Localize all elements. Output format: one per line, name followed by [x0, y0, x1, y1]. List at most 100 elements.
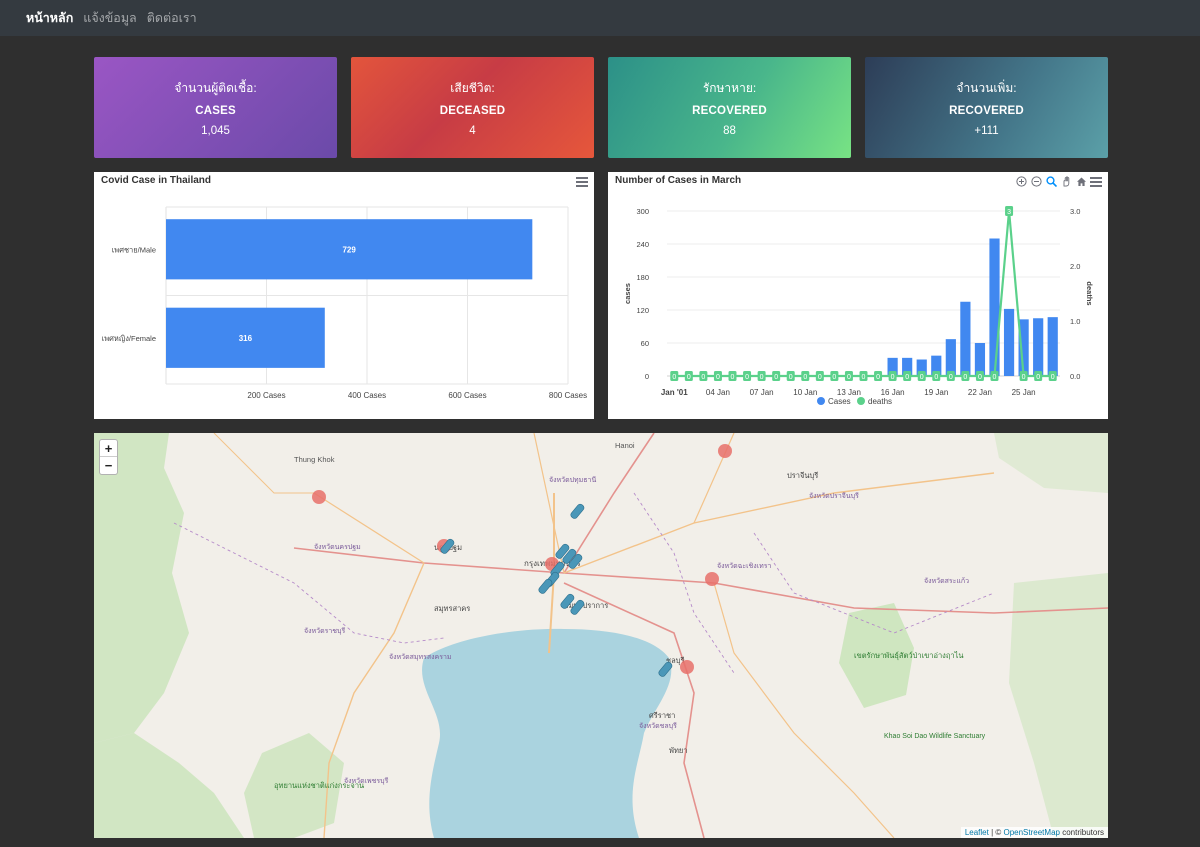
deaths-data-label-box: [801, 371, 810, 381]
card-value: 4: [469, 124, 476, 137]
cases-map[interactable]: Thung Khok Hanoi จังหวัดปทุมธานี กรุงเทพ…: [94, 433, 1108, 838]
svg-text:พัทยา: พัทยา: [669, 746, 688, 755]
category-label: เพศชาย/Male: [112, 245, 156, 254]
deaths-data-label-box: [815, 371, 824, 381]
stat-card-cases: จำนวนผู้ติดเชื้อ: CASES 1,045: [94, 57, 337, 158]
nav-item-home[interactable]: หน้าหลัก: [26, 11, 74, 25]
svg-text:จังหวัดเพชรบุรี: จังหวัดเพชรบุรี: [344, 777, 389, 785]
y-right-axis-label: deaths: [1085, 281, 1094, 305]
svg-text:ปราจีนบุรี: ปราจีนบุรี: [787, 471, 818, 480]
cases-bar: [1018, 319, 1029, 376]
reset-home-icon[interactable]: [1075, 175, 1087, 187]
chart-menu-icon[interactable]: [1090, 177, 1102, 187]
svg-text:จังหวัดนครปฐม: จังหวัดนครปฐม: [314, 543, 361, 551]
x-tick-label: 22 Jan: [968, 388, 992, 397]
deaths-data-label: 0: [978, 374, 982, 381]
cases-bar: [960, 301, 971, 376]
stat-card-recovered: รักษาหาย: RECOVERED 88: [608, 57, 851, 158]
forest-area: [94, 733, 244, 838]
bar: [166, 219, 533, 280]
card-title: CASES: [195, 104, 236, 117]
legend-label: deaths: [868, 397, 892, 406]
deaths-data-label-box: [1034, 371, 1043, 381]
cases-bar: [1003, 308, 1015, 376]
y-right-tick-label: 3.0: [1070, 207, 1080, 216]
card-title: RECOVERED: [949, 104, 1024, 117]
deaths-data-label-box: [903, 371, 912, 381]
bar-data-label: 316: [239, 334, 253, 343]
chart-title: Number of Cases in March: [615, 175, 742, 186]
deaths-data-label: 0: [672, 374, 676, 381]
forest-area: [244, 733, 344, 838]
deaths-data-label: 0: [701, 374, 705, 381]
deaths-data-label: 0: [803, 374, 807, 381]
svg-text:สมุทรปราการ: สมุทรปราการ: [564, 601, 608, 610]
x-tick-label: 10 Jan: [793, 388, 817, 397]
map-zoom-control: + −: [99, 439, 118, 475]
zoom-out-button[interactable]: −: [104, 458, 113, 473]
deaths-data-label: 0: [847, 374, 851, 381]
card-label: รักษาหาย:: [702, 80, 757, 95]
map-marker: [680, 660, 694, 674]
deaths-data-label-box: [830, 371, 839, 381]
deaths-data-label-box: [786, 371, 795, 381]
card-label: เสียชีวิต:: [450, 80, 495, 95]
deaths-data-label-box: [699, 371, 708, 381]
march-cases-chart-panel: Number of Cases in March 0 60 120 180 240 300…: [608, 172, 1108, 419]
deaths-data-label: 3: [1007, 209, 1011, 216]
map-attribution: Leaflet | © OpenStreetMap contributors: [960, 827, 1108, 838]
zoom-in-button[interactable]: +: [100, 440, 117, 457]
svg-text:Khao Soi Dao Wildlife Sanctuar: Khao Soi Dao Wildlife Sanctuary: [884, 733, 986, 740]
selection-zoom-icon[interactable]: [1045, 175, 1057, 187]
chart-menu-icon[interactable]: [576, 177, 588, 187]
legend-marker: [817, 397, 825, 405]
y-right-tick-label: 0.0: [1070, 372, 1080, 381]
x-tick-label: 200 Cases: [247, 391, 285, 400]
y-left-tick-label: 0: [645, 372, 649, 381]
gender-chart-panel: Covid Case in Thailand 729 เพศชาย/Male 316…: [94, 172, 594, 419]
card-value: 88: [723, 124, 736, 137]
deaths-data-label: 0: [934, 374, 938, 381]
card-title: RECOVERED: [692, 104, 767, 117]
cases-bar: [945, 339, 956, 376]
deaths-data-label-box: [713, 371, 722, 381]
y-left-axis-label: cases: [623, 283, 632, 304]
legend-marker: [857, 397, 865, 405]
top-navbar: หน้าหลัก แจ้งข้อมูล ติดต่อเรา: [0, 0, 1200, 36]
nav-item-contact[interactable]: ติดต่อเรา: [146, 11, 197, 25]
card-label: จำนวนเพิ่ม:: [956, 80, 1017, 95]
deaths-data-label: 0: [832, 374, 836, 381]
gender-bar-chart: 729 เพศชาย/Male 316 เพศหญิง/Female 200 Cases…: [102, 206, 587, 400]
deaths-data-label: 0: [905, 374, 909, 381]
x-tick-label: 25 Jan: [1012, 388, 1036, 397]
cases-bar: [902, 357, 913, 376]
forest-area: [839, 603, 914, 708]
zoom-in-icon[interactable]: [1015, 175, 1027, 187]
svg-text:จังหวัดสระแก้ว: จังหวัดสระแก้ว: [924, 577, 969, 585]
osm-link[interactable]: OpenStreetMap: [1003, 828, 1060, 837]
cases-bar: [974, 343, 986, 376]
svg-text:จังหวัดราชบุรี: จังหวัดราชบุรี: [304, 627, 345, 635]
deaths-data-label: 0: [963, 374, 967, 381]
x-tick-label: Jan '01: [661, 388, 688, 397]
category-label: เพศหญิง/Female: [102, 334, 156, 343]
svg-text:Thung Khok: Thung Khok: [294, 455, 335, 464]
svg-text:จังหวัดปทุมธานี: จังหวัดปทุมธานี: [549, 476, 596, 484]
deaths-data-label: 0: [774, 374, 778, 381]
forest-area: [94, 433, 189, 743]
leaflet-link[interactable]: Leaflet: [964, 828, 989, 837]
pan-hand-icon[interactable]: [1060, 175, 1072, 187]
deaths-data-label: 0: [862, 374, 866, 381]
deaths-data-label-box: [1048, 371, 1057, 381]
y-left-tick-label: 300: [636, 207, 649, 216]
nav-item-report[interactable]: แจ้งข้อมูล: [83, 11, 137, 25]
x-tick-label: 04 Jan: [706, 388, 730, 397]
chart-toolbar: [1015, 175, 1102, 187]
svg-text:จังหวัดฉะเชิงเทรา: จังหวัดฉะเชิงเทรา: [717, 562, 771, 570]
zoom-out-icon[interactable]: [1030, 175, 1042, 187]
card-title: DECEASED: [439, 104, 506, 117]
deaths-data-label: 0: [789, 374, 793, 381]
deaths-data-label-box: [844, 371, 853, 381]
deaths-data-label: 0: [687, 374, 691, 381]
